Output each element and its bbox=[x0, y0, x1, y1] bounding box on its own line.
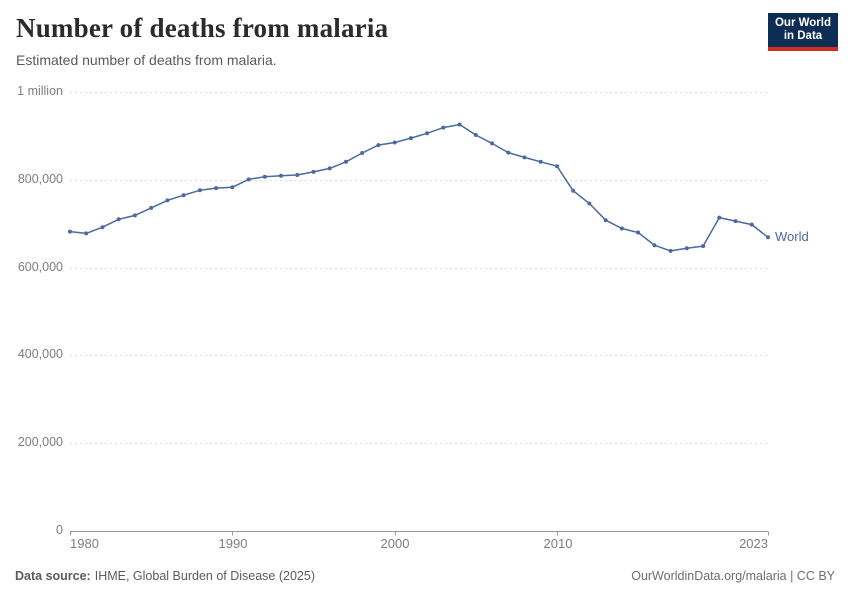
series-label-world[interactable]: World bbox=[775, 229, 809, 245]
x-tick-2010: 2010 bbox=[543, 536, 573, 551]
y-tick-1000000: 1 million bbox=[17, 84, 63, 98]
owid-logo-line2: in Data bbox=[783, 30, 823, 42]
data-point-2004[interactable] bbox=[457, 122, 462, 127]
data-source-label: Data source: bbox=[15, 569, 91, 583]
x-tick-2000: 2000 bbox=[380, 536, 410, 551]
data-source-note: Data source: IHME, Global Burden of Disea… bbox=[15, 569, 315, 583]
series-line-world[interactable] bbox=[69, 123, 769, 252]
data-point-1999[interactable] bbox=[376, 143, 381, 148]
data-point-2002[interactable] bbox=[425, 131, 430, 136]
data-point-1994[interactable] bbox=[295, 173, 300, 177]
data-point-1986[interactable] bbox=[165, 198, 170, 203]
owid-logo-line1: Our World bbox=[774, 16, 831, 29]
data-point-2003[interactable] bbox=[441, 125, 446, 130]
data-point-2014[interactable] bbox=[619, 226, 624, 231]
data-point-1985[interactable] bbox=[149, 205, 154, 210]
data-point-1987[interactable] bbox=[181, 193, 186, 198]
owid-logo[interactable]: Our World in Data bbox=[768, 13, 838, 51]
data-point-2019[interactable] bbox=[701, 244, 706, 249]
chart-title: Number of deaths from malaria bbox=[16, 13, 389, 43]
data-point-1983[interactable] bbox=[116, 217, 121, 222]
x-tick-1980: 1980 bbox=[70, 536, 99, 551]
data-point-1992[interactable] bbox=[262, 174, 267, 179]
data-point-2016[interactable] bbox=[652, 243, 657, 248]
y-tick-200000: 200,000 bbox=[17, 435, 63, 449]
data-point-2012[interactable] bbox=[587, 201, 592, 206]
data-point-2017[interactable] bbox=[668, 248, 673, 253]
footer-citation-link[interactable]: OurWorldinData.org/malaria | CC BY bbox=[631, 569, 835, 583]
data-point-1993[interactable] bbox=[279, 173, 283, 178]
data-point-2018[interactable] bbox=[684, 246, 689, 251]
data-point-1996[interactable] bbox=[327, 166, 332, 171]
data-point-2011[interactable] bbox=[571, 188, 576, 193]
chart-subtitle: Estimated number of deaths from malaria. bbox=[16, 52, 277, 68]
data-point-2022[interactable] bbox=[749, 222, 754, 227]
data-point-2001[interactable] bbox=[408, 136, 413, 141]
data-point-2023[interactable] bbox=[766, 235, 770, 240]
data-point-1982[interactable] bbox=[100, 225, 105, 230]
data-point-1998[interactable] bbox=[360, 151, 365, 155]
data-point-1989[interactable] bbox=[214, 186, 219, 191]
data-point-1980[interactable] bbox=[68, 229, 72, 234]
data-point-2021[interactable] bbox=[733, 219, 738, 224]
data-point-2008[interactable] bbox=[522, 155, 527, 160]
x-tick-1990: 1990 bbox=[218, 536, 248, 551]
data-point-2000[interactable] bbox=[392, 140, 397, 145]
y-tick-800000: 800,000 bbox=[17, 172, 63, 186]
data-point-1984[interactable] bbox=[132, 213, 137, 218]
data-point-2009[interactable] bbox=[538, 159, 543, 164]
data-point-1990[interactable] bbox=[230, 185, 235, 190]
data-point-2015[interactable] bbox=[636, 230, 641, 235]
y-tick-600000: 600,000 bbox=[17, 260, 63, 274]
y-tick-0: 0 bbox=[56, 523, 63, 537]
data-point-1991[interactable] bbox=[246, 177, 251, 182]
data-point-2010[interactable] bbox=[555, 164, 559, 169]
data-point-2007[interactable] bbox=[506, 150, 511, 155]
data-point-1988[interactable] bbox=[197, 188, 202, 193]
x-tick-2023: 2023 bbox=[739, 536, 768, 551]
y-tick-400000: 400,000 bbox=[17, 347, 63, 361]
data-point-2020[interactable] bbox=[717, 215, 722, 220]
data-source-value: IHME, Global Burden of Disease (2025) bbox=[94, 569, 315, 583]
data-point-2006[interactable] bbox=[490, 141, 494, 146]
data-point-1995[interactable] bbox=[311, 169, 316, 174]
data-point-2013[interactable] bbox=[603, 218, 608, 223]
data-point-2005[interactable] bbox=[473, 133, 478, 137]
data-point-1997[interactable] bbox=[344, 159, 348, 164]
data-point-1981[interactable] bbox=[84, 231, 89, 236]
